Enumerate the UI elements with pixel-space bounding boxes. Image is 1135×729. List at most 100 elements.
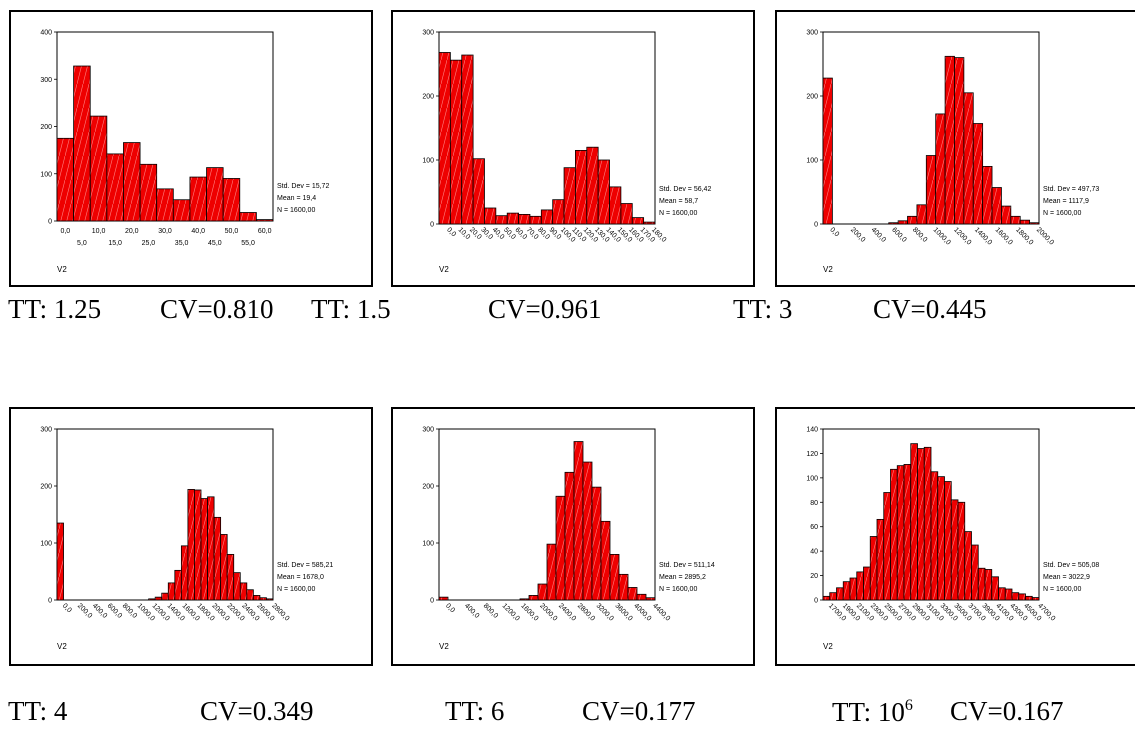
histogram-bar <box>172 199 191 222</box>
x-tick-label: 2000,0 <box>538 602 558 622</box>
histogram-bar <box>461 54 474 225</box>
histogram-panel-2: 0 100 200 300 0,0 10,0 20,0 30,0 40,0 50,0 60,0 70,… <box>391 10 755 287</box>
y-tick-label: 100 <box>422 541 434 548</box>
caption-tt-6-base: TT: 10 <box>832 697 905 727</box>
x-tick-label: 600,0 <box>106 602 123 619</box>
y-tick-label: 300 <box>40 427 52 434</box>
histogram-bar <box>174 569 182 601</box>
histogram-bar <box>618 573 629 601</box>
histogram-bar <box>206 167 224 222</box>
histogram-bar <box>822 77 833 225</box>
y-tick-label: 300 <box>422 427 434 434</box>
y-tick-label: 300 <box>40 77 52 84</box>
y-tick-label: 60 <box>810 524 818 531</box>
histogram-bar <box>863 566 871 601</box>
y-tick-label: 80 <box>810 500 818 507</box>
x-tick-label: 800,0 <box>911 226 928 243</box>
histogram-bar <box>1010 215 1021 225</box>
x-tick-label: 40,0 <box>191 228 205 235</box>
histogram-bar <box>506 212 519 225</box>
histogram-bar <box>917 448 925 601</box>
histogram-bar <box>971 544 979 601</box>
y-tick-label: 20 <box>810 573 818 580</box>
x-tick-label: 0,0 <box>60 228 70 235</box>
histogram-bar <box>518 213 531 225</box>
histogram-bar <box>984 569 993 601</box>
stat-label: Std. Dev = 585,21 <box>277 562 333 569</box>
histogram-bar <box>998 587 1006 601</box>
histogram-bar <box>620 203 633 225</box>
histogram-bar <box>600 520 611 601</box>
histogram-bar <box>56 137 75 222</box>
histogram-bar <box>528 595 539 601</box>
y-tick-label: 100 <box>806 475 818 482</box>
histogram-bar <box>449 59 463 225</box>
y-tick-label: 0 <box>814 598 818 605</box>
histogram-bar <box>540 209 554 225</box>
stat-label: Std. Dev = 56,42 <box>659 186 711 193</box>
stat-label: Mean = 58,7 <box>659 198 698 205</box>
histogram-bar <box>910 443 918 601</box>
y-tick-label: 100 <box>40 171 52 178</box>
caption-cv-2: CV=0.961 <box>488 294 602 324</box>
y-tick-label: 120 <box>806 451 818 458</box>
histogram-bar <box>519 598 530 601</box>
histogram-bar <box>552 199 565 225</box>
histogram-bar <box>586 146 599 225</box>
histogram-bar <box>883 492 891 601</box>
histogram-bar <box>907 215 918 225</box>
histogram-1: 0 100 200 300 400 0,0 10,0 20,0 30,0 40,0 50,0 60,0… <box>40 30 329 275</box>
histogram-bar <box>573 441 584 601</box>
stat-label: Mean = 1678,0 <box>277 574 324 581</box>
stat-label: N = 1600,00 <box>1043 210 1081 217</box>
x-tick-label: 10,0 <box>457 226 472 241</box>
histogram-6: 0204060801001201401700,01900,02100,02300… <box>806 427 1099 652</box>
histogram-bar <box>609 186 622 225</box>
stat-label: N = 1600,00 <box>277 586 315 593</box>
x-tick-label: 1200,0 <box>501 602 521 622</box>
histogram-bar <box>187 489 195 601</box>
y-tick-label: 40 <box>810 549 818 556</box>
histogram-bar <box>156 188 174 222</box>
histogram-bar <box>167 582 176 601</box>
stat-label: Std. Dev = 15,72 <box>277 183 329 190</box>
x-tick-label: 400,0 <box>91 602 108 619</box>
x-tick-label: 2400,0 <box>557 602 577 622</box>
histogram-bar <box>631 217 645 225</box>
x-tick-label: 30,0 <box>158 228 172 235</box>
histogram-bar <box>106 153 124 222</box>
histogram-bar <box>896 465 905 601</box>
histogram-bar <box>950 499 959 601</box>
histogram-bar <box>869 536 878 601</box>
histogram-panel-6: 0 20 40 60 80 100 120 140 1700,0 1900,0 2100,0 2300… <box>775 407 1135 666</box>
histogram-bar <box>89 115 108 222</box>
histogram-bar <box>964 531 972 601</box>
x-tick-label: 1600,0 <box>994 226 1014 246</box>
histogram-bar <box>194 489 202 601</box>
histogram-bar <box>1029 222 1040 225</box>
histogram-bar <box>189 176 207 222</box>
histogram-bar <box>954 57 965 225</box>
y-tick-label: 400 <box>40 30 52 37</box>
histogram-bar <box>977 567 986 601</box>
histogram-bar <box>222 178 241 222</box>
histogram-bar <box>154 596 163 601</box>
histogram-bar <box>537 583 548 601</box>
histogram-bar <box>529 215 542 225</box>
histogram-bar <box>1031 597 1040 601</box>
histogram-bar <box>139 163 158 222</box>
histogram-bar <box>923 446 932 601</box>
histogram-bar <box>575 149 588 225</box>
histogram-bar <box>591 486 602 601</box>
histogram-bar <box>1025 595 1033 601</box>
x-tick-label: 10,0 <box>92 228 106 235</box>
histogram-bar <box>200 498 208 601</box>
x-tick-label: 45,0 <box>208 240 222 247</box>
histogram-bar <box>252 595 261 601</box>
histogram-bar <box>161 592 169 601</box>
y-tick-label: 0 <box>48 598 52 605</box>
histogram-bar <box>1018 593 1026 601</box>
histogram-bar <box>636 593 647 601</box>
x-tick-label: 5,0 <box>77 240 87 247</box>
